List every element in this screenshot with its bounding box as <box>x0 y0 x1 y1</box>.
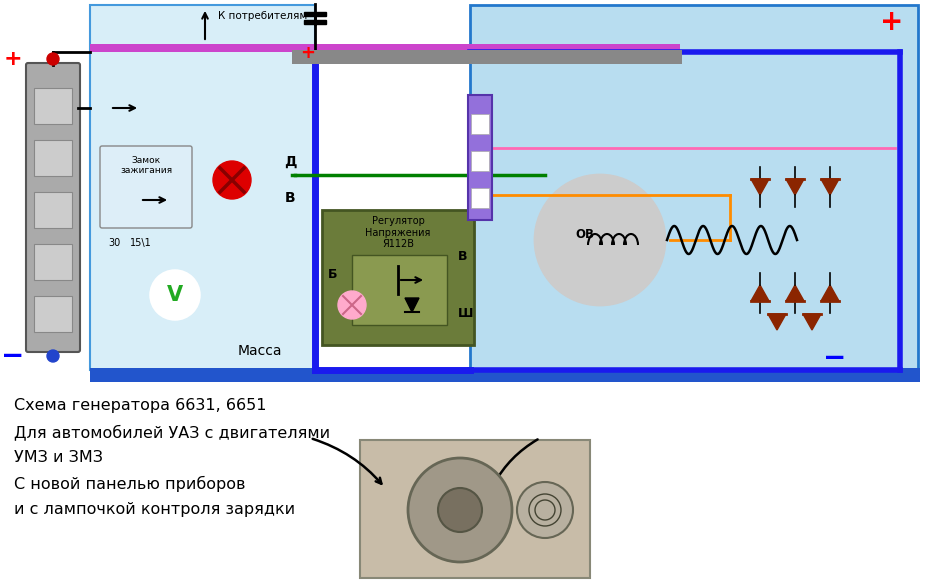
Circle shape <box>535 175 665 305</box>
Bar <box>471 151 489 171</box>
Circle shape <box>151 271 199 319</box>
Circle shape <box>438 488 482 532</box>
Text: +: + <box>4 49 22 69</box>
Text: В: В <box>458 250 467 263</box>
Bar <box>34 296 72 332</box>
Text: +: + <box>301 44 315 62</box>
Bar <box>322 210 474 345</box>
Bar <box>90 44 680 52</box>
Polygon shape <box>751 179 769 195</box>
Text: ОВ: ОВ <box>575 229 595 241</box>
Bar <box>304 12 326 16</box>
Text: К потребителям: К потребителям <box>218 11 307 21</box>
Circle shape <box>338 291 366 319</box>
Bar <box>470 5 918 370</box>
Polygon shape <box>803 314 821 330</box>
Polygon shape <box>768 314 786 330</box>
Text: Б: Б <box>328 268 338 281</box>
Circle shape <box>517 482 573 538</box>
Bar <box>34 88 72 124</box>
Circle shape <box>408 458 512 562</box>
Text: 30: 30 <box>108 238 120 248</box>
Circle shape <box>47 53 59 65</box>
Text: УМЗ и ЗМЗ: УМЗ и ЗМЗ <box>14 450 103 465</box>
Text: V: V <box>166 285 183 305</box>
Bar <box>292 50 682 64</box>
FancyBboxPatch shape <box>26 63 80 352</box>
Bar <box>90 5 315 370</box>
Text: Замок
зажигания: Замок зажигания <box>120 156 172 175</box>
Bar <box>90 368 920 382</box>
Bar <box>34 192 72 228</box>
Bar <box>34 140 72 176</box>
Text: −: − <box>823 344 846 372</box>
Circle shape <box>213 161 251 199</box>
FancyBboxPatch shape <box>100 146 192 228</box>
Bar <box>34 244 72 280</box>
Text: 15\1: 15\1 <box>130 238 152 248</box>
Text: и с лампочкой контроля зарядки: и с лампочкой контроля зарядки <box>14 502 295 517</box>
Text: −: − <box>1 342 25 370</box>
Text: Схема генератора 6631, 6651: Схема генератора 6631, 6651 <box>14 398 266 413</box>
Text: Масса: Масса <box>238 344 282 358</box>
Bar <box>304 20 326 24</box>
Bar <box>352 255 447 325</box>
Bar <box>471 114 489 134</box>
Polygon shape <box>821 179 839 195</box>
Circle shape <box>47 350 59 362</box>
Polygon shape <box>786 179 804 195</box>
Polygon shape <box>751 285 769 301</box>
Text: В: В <box>285 191 295 205</box>
Text: С новой панелью приборов: С новой панелью приборов <box>14 476 245 492</box>
Text: Д: Д <box>284 155 296 169</box>
Polygon shape <box>405 298 419 312</box>
Text: +: + <box>881 8 904 36</box>
Polygon shape <box>821 285 839 301</box>
Text: Для автомобилей УАЗ с двигателями: Для автомобилей УАЗ с двигателями <box>14 424 330 440</box>
Bar <box>468 95 492 220</box>
Text: Регулятор
Напряжения
Я112В: Регулятор Напряжения Я112В <box>365 216 431 249</box>
Text: Ш: Ш <box>458 307 474 320</box>
Polygon shape <box>786 285 804 301</box>
Bar <box>471 188 489 208</box>
Bar <box>360 440 590 578</box>
